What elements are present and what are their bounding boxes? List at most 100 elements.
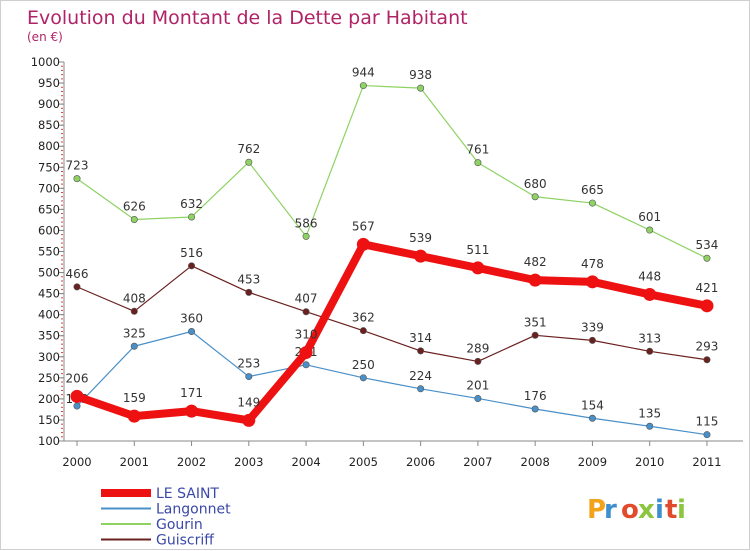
y-tick-label: 800 xyxy=(38,139,60,153)
y-tick-label: 600 xyxy=(38,223,60,237)
data-point xyxy=(531,405,539,413)
data-label: 761 xyxy=(466,143,489,157)
data-point xyxy=(588,336,596,344)
data-label: 313 xyxy=(638,331,661,345)
series-line xyxy=(76,84,708,259)
y-tick-label: 400 xyxy=(38,308,60,322)
y-tick-label: 700 xyxy=(38,181,60,195)
x-tick-label: 2007 xyxy=(463,455,492,469)
data-point xyxy=(646,422,654,430)
data-point xyxy=(417,347,425,355)
data-point xyxy=(414,249,428,263)
logo-letter: r xyxy=(604,495,617,525)
proxiti-logo: Pr o x i t i xyxy=(587,495,686,525)
data-point xyxy=(356,237,370,251)
data-point xyxy=(588,414,596,422)
y-tick-label: 1000 xyxy=(31,55,60,69)
data-point xyxy=(127,409,141,423)
data-label: 310 xyxy=(295,328,318,342)
data-point xyxy=(185,404,199,418)
data-label: 408 xyxy=(123,291,146,305)
series-le-saint: 206 159 171 149 310 567 539 511 482 478 448 421 xyxy=(66,219,719,427)
data-point xyxy=(188,262,196,270)
data-label: 206 xyxy=(66,371,89,385)
data-label: 115 xyxy=(696,415,719,429)
legend-label: Gourin xyxy=(156,517,203,533)
x-tick-label: 2008 xyxy=(521,455,550,469)
data-point xyxy=(73,175,81,183)
data-label: 325 xyxy=(123,326,146,340)
x-tick-label: 2006 xyxy=(406,455,435,469)
data-point xyxy=(302,361,310,369)
data-point xyxy=(130,342,138,350)
data-point xyxy=(474,394,482,402)
data-label: 944 xyxy=(352,66,375,80)
data-label: 938 xyxy=(409,68,432,82)
y-tick-label: 250 xyxy=(38,371,60,385)
data-point xyxy=(474,159,482,167)
logo-letter: P xyxy=(587,495,606,525)
y-tick-label: 100 xyxy=(38,434,60,448)
data-label: 351 xyxy=(524,315,547,329)
y-tick-label: 950 xyxy=(38,76,60,90)
logo-letter: t xyxy=(665,495,677,525)
data-label: 534 xyxy=(696,238,719,252)
data-label: 626 xyxy=(123,199,146,213)
data-point xyxy=(302,308,310,316)
data-label: 567 xyxy=(352,219,375,233)
data-point xyxy=(188,328,196,336)
series-line xyxy=(76,330,708,436)
y-tick-label: 650 xyxy=(38,202,60,216)
y-tick-label: 200 xyxy=(38,392,60,406)
data-point xyxy=(703,254,711,262)
axes: 100 150 200 250 300 350 400 450 500 550 600 650 700 7… xyxy=(31,55,743,469)
data-label: 680 xyxy=(524,177,547,191)
data-label: 601 xyxy=(638,210,661,224)
data-point xyxy=(359,374,367,382)
logo-letter: x xyxy=(638,495,655,525)
x-tick-label: 2009 xyxy=(578,455,607,469)
data-point xyxy=(70,389,84,403)
series-line xyxy=(76,265,708,363)
data-label: 171 xyxy=(180,386,203,400)
logo-letter: o xyxy=(621,495,639,525)
legend-label: Guiscriff xyxy=(156,533,214,549)
x-tick-label: 2000 xyxy=(62,455,91,469)
y-tick-label: 850 xyxy=(38,118,60,132)
x-tick-label: 2011 xyxy=(692,455,721,469)
data-label: 314 xyxy=(409,331,432,345)
data-label: 339 xyxy=(581,320,604,334)
data-label: 421 xyxy=(696,281,719,295)
y-tick-label: 500 xyxy=(38,266,60,280)
data-label: 224 xyxy=(409,369,432,383)
series-guiscriff: 466 408 516 453 407 362 314 289 351 339 313 293 xyxy=(66,246,718,365)
data-label: 362 xyxy=(352,311,375,325)
data-point xyxy=(302,232,310,240)
data-point xyxy=(359,327,367,335)
data-label: 762 xyxy=(237,142,260,156)
data-label: 407 xyxy=(295,292,318,306)
y-tick-label: 450 xyxy=(38,287,60,301)
data-label: 516 xyxy=(180,246,203,260)
data-point xyxy=(188,213,196,221)
data-label: 201 xyxy=(466,378,489,392)
y-tick-label: 900 xyxy=(38,97,60,111)
x-tick-label: 2005 xyxy=(349,455,378,469)
data-label: 466 xyxy=(66,267,89,281)
data-point xyxy=(245,373,253,381)
data-point xyxy=(700,299,714,313)
data-point xyxy=(703,356,711,364)
series-layer: 1833253602532812502242011761541351157236… xyxy=(66,66,719,439)
series-line xyxy=(73,240,711,425)
data-label: 250 xyxy=(352,358,375,372)
series-langonnet: 183325360253281250224201176154135115 xyxy=(66,312,719,439)
data-label: 482 xyxy=(524,255,547,269)
data-label: 632 xyxy=(180,197,203,211)
data-point xyxy=(703,431,711,439)
data-label: 723 xyxy=(66,159,89,173)
y-tick-label: 150 xyxy=(38,413,60,427)
data-point xyxy=(474,357,482,365)
logo-letter: i xyxy=(677,495,686,525)
